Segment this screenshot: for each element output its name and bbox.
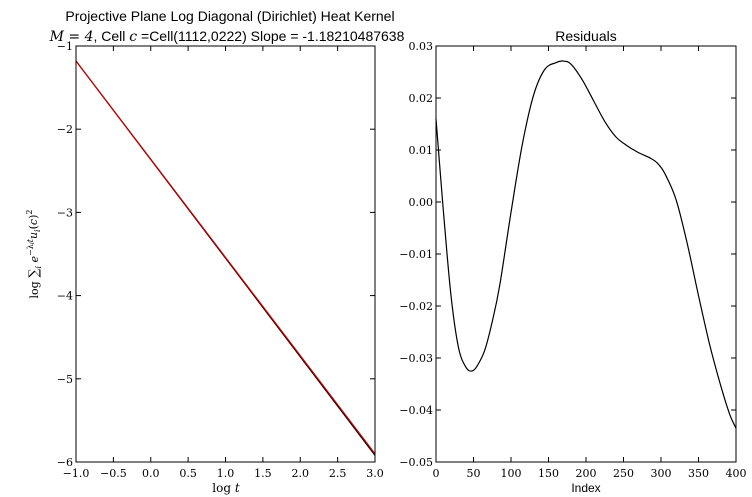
loglog-ytick-label: −4: [57, 290, 73, 303]
loglog-xtick-label: 0.0: [142, 467, 160, 480]
residuals-ytick-label: 0.00: [409, 196, 434, 209]
residuals-xtick-label: 150: [538, 467, 559, 480]
title-cell-prefix: , Cell: [93, 28, 129, 44]
panel-residuals-xticks: 0 50 100 150 200 250 300 350 400: [433, 46, 747, 480]
svg-text:log ∑i e−λitui(c)2: log ∑i e−λitui(c)2: [25, 210, 43, 299]
panel-residuals-xlabel: Index: [571, 481, 600, 495]
residuals-ytick-label: 0.01: [409, 144, 434, 157]
panel-residuals-title: Residuals: [555, 28, 616, 44]
residuals-xtick-label: 400: [726, 467, 747, 480]
residuals-xtick-label: 0: [433, 467, 440, 480]
panel-residuals-frame: [436, 46, 736, 462]
loglog-xtick-label: 2.5: [329, 467, 347, 480]
loglog-ytick-label: −5: [57, 373, 73, 386]
loglog-ytick-label: −6: [57, 456, 73, 469]
title-cell-symbol: c: [129, 29, 137, 45]
residuals-ytick-label: −0.05: [399, 456, 433, 469]
loglog-xtick-label: −0.5: [100, 467, 127, 480]
panel-loglog-xticks: −1.0 −0.5 0.0 0.5 1.0 1.5 2.0 2.5 3.0: [63, 46, 384, 480]
panel-loglog: −1.0 −0.5 0.0 0.5 1.0 1.5 2.0 2.5 3.0 −6−5−4−3−2…: [25, 40, 384, 495]
loglog-xtick-label: 0.5: [179, 467, 197, 480]
residuals-xtick-label: 50: [467, 467, 481, 480]
loglog-xtick-label: 2.0: [292, 467, 310, 480]
loglog-xtick-label: 1.5: [254, 467, 272, 480]
panel-residuals-yticks: −0.05 −0.04 −0.03 −0.02 −0.01 0.00 0.01 0.02 0.0…: [399, 40, 736, 469]
loglog-xtick-label: 3.0: [366, 467, 384, 480]
panel-loglog-frame: [76, 46, 375, 462]
residuals-xtick-label: 250: [613, 467, 634, 480]
residuals-ytick-label: 0.02: [409, 92, 434, 105]
loglog-ytick-label: −3: [57, 206, 73, 219]
residuals-xtick-label: 350: [688, 467, 709, 480]
residuals-ytick-label: −0.02: [399, 300, 433, 313]
figure-title-line1: Projective Plane Log Diagonal (Dirichlet…: [65, 8, 394, 24]
panel-residuals-series: [436, 61, 736, 428]
residuals-ytick-label: −0.01: [399, 248, 433, 261]
residuals-xtick-label: 300: [651, 467, 672, 480]
loglog-series-line-1: [76, 61, 375, 454]
figure-title-line2: M = 4, Cell c =Cell(1112,0222) Slope = -…: [49, 28, 405, 45]
panel-loglog-yticks: −6 −5 −4 −3 −2 −1: [57, 40, 375, 469]
loglog-ytick-label: −1: [57, 40, 73, 53]
residuals-xtick-label: 200: [576, 467, 597, 480]
residuals-ytick-label: −0.03: [399, 352, 433, 365]
loglog-xtick-label: 1.0: [217, 467, 235, 480]
panel-loglog-xlabel: log t: [212, 481, 240, 495]
residuals-ytick-label: 0.03: [409, 40, 434, 53]
residuals-series-line-0: [436, 61, 736, 428]
title-slope-text: =Cell(1112,0222) Slope = -1.18210487638: [137, 28, 404, 44]
residuals-xtick-label: 100: [501, 467, 522, 480]
panel-loglog-series: [76, 61, 375, 455]
panel-loglog-ylabel: log ∑i e−λitui(c)2: [25, 210, 43, 299]
loglog-ytick-label: −2: [57, 123, 73, 136]
residuals-ytick-label: −0.04: [399, 404, 433, 417]
panel-residuals: Residuals 0 50 100 150 200 250 300 350 400 −0.05…: [399, 28, 746, 495]
